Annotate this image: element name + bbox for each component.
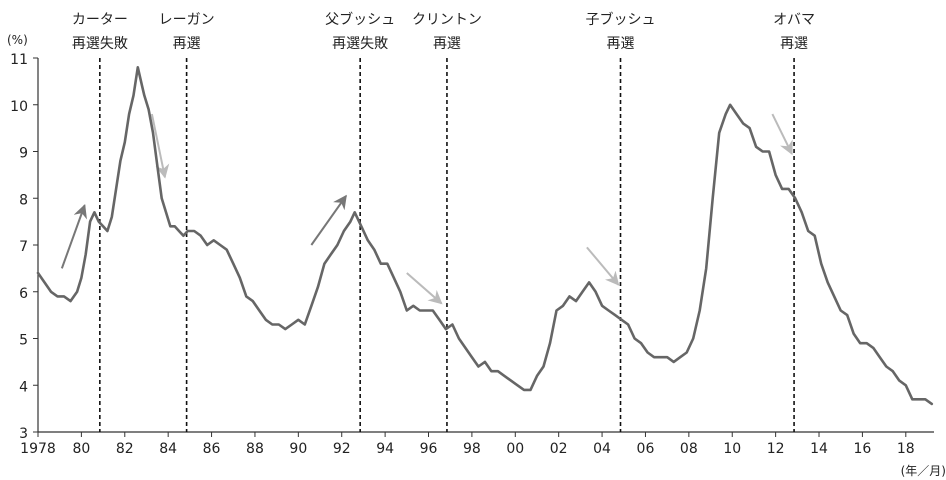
x-tick-label: 04 <box>593 441 611 457</box>
y-tick-label: 5 <box>19 333 28 349</box>
y-tick-label: 3 <box>19 426 28 442</box>
event-markers <box>99 58 795 432</box>
x-tick-label: 00 <box>506 441 524 457</box>
trend-arrow <box>310 194 347 246</box>
event-label-name: カーター <box>72 12 128 28</box>
x-tick-label: 12 <box>767 441 785 457</box>
x-tick-label: 94 <box>376 441 394 457</box>
y-tick-label: 7 <box>19 239 28 255</box>
event-label-name: レーガン <box>159 12 215 28</box>
x-tick-label: 02 <box>550 441 568 457</box>
x-unit-label: (年／月) <box>901 464 946 478</box>
labels-layer: 3 4 5 6 7 8 9 10 11 (%) 1978 80 82 84 86 88 90 92 94 96 98 00… <box>7 11 946 478</box>
trend-arrow <box>586 246 620 286</box>
axes <box>33 57 934 437</box>
x-tick-label: 86 <box>203 441 221 457</box>
y-tick-label: 8 <box>19 192 28 208</box>
x-tick-label: 80 <box>72 441 90 457</box>
y-tick-label: 4 <box>19 379 28 395</box>
x-tick-label: 06 <box>637 441 655 457</box>
event-label-result: 再選 <box>173 36 201 52</box>
x-tick-label: 92 <box>333 441 351 457</box>
x-tick-label: 10 <box>723 441 741 457</box>
trend-arrow <box>150 113 170 179</box>
trend-arrow <box>771 113 793 156</box>
event-label-name: 子ブッシュ <box>586 11 656 28</box>
x-tick-label: 98 <box>463 441 481 457</box>
x-tick-label: 84 <box>159 441 177 457</box>
y-tick-label: 6 <box>19 286 28 302</box>
event-label-result: 再選 <box>607 36 635 52</box>
x-tick-label: 08 <box>680 441 698 457</box>
x-tick-label: 90 <box>289 441 307 457</box>
trend-arrow <box>60 203 87 269</box>
x-tick-label: 82 <box>116 441 134 457</box>
event-label-result: 再選 <box>780 36 808 52</box>
y-tick-label: 11 <box>10 52 28 68</box>
event-label-result: 再選 <box>433 36 461 52</box>
x-tick-label: 1978 <box>20 441 56 457</box>
x-tick-label: 96 <box>420 441 438 457</box>
trend-arrows <box>60 113 793 305</box>
event-label-name: 父ブッシュ <box>325 11 395 28</box>
x-tick-label: 88 <box>246 441 264 457</box>
series-line <box>36 66 934 406</box>
x-tick-label: 14 <box>810 441 828 457</box>
trend-arrow <box>406 272 443 305</box>
y-tick-label: 10 <box>10 99 28 115</box>
y-unit-label: (%) <box>7 33 28 47</box>
event-label-result: 再選失敗 <box>332 36 388 52</box>
x-tick-label: 16 <box>853 441 871 457</box>
y-tick-label: 9 <box>19 146 28 162</box>
series-layer <box>36 66 934 406</box>
x-tick-label: 18 <box>897 441 915 457</box>
event-label-name: クリントン <box>412 12 482 28</box>
event-label-result: 再選失敗 <box>72 36 128 52</box>
event-label-name: オバマ <box>773 12 815 28</box>
